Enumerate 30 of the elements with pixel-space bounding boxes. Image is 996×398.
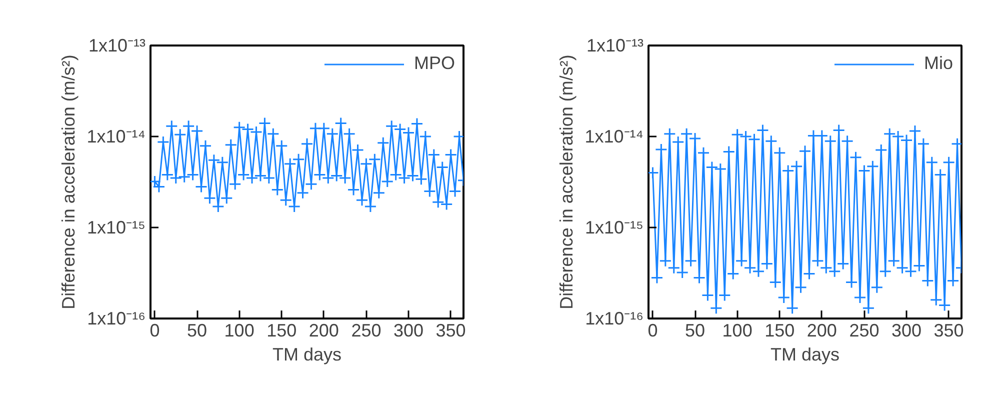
y-tick-label: 1x10⁻¹⁴ (86, 126, 146, 146)
x-tick-label: 300 (393, 320, 424, 340)
x-tick-label: 250 (849, 320, 880, 340)
y-tick-label: 1x10⁻¹⁵ (585, 218, 644, 238)
x-tick-label: 50 (685, 320, 706, 340)
x-tick-label: 150 (764, 320, 795, 340)
x-tick-label: 150 (266, 320, 297, 340)
legend-label: MPO (414, 53, 455, 74)
x-tick-label: 350 (436, 320, 466, 340)
y-tick-label: 1x10⁻¹⁶ (87, 308, 146, 328)
x-tick-label: 250 (351, 320, 382, 340)
x-axis-title: TM days (272, 344, 342, 364)
x-tick-label: 100 (224, 320, 254, 340)
x-tick-label: 350 (934, 320, 964, 340)
legend-label: Mio (924, 53, 953, 74)
y-tick-label: 1x10⁻¹⁵ (87, 218, 146, 238)
y-tick-label: 1x10⁻¹⁶ (585, 308, 644, 328)
x-tick-label: 50 (187, 320, 208, 340)
x-tick-label: 300 (891, 320, 922, 340)
x-tick-label: 200 (806, 320, 837, 340)
x-tick-label: 0 (648, 320, 658, 340)
y-tick-label: 1x10⁻¹³ (88, 36, 146, 56)
y-axis-title: Difference in acceleration (m/s²) (58, 54, 79, 310)
x-tick-label: 100 (722, 320, 752, 340)
x-axis-title: TM days (770, 344, 840, 364)
x-tick-label: 200 (308, 320, 339, 340)
y-axis-title: Difference in acceleration (m/s²) (556, 54, 577, 310)
x-tick-label: 0 (150, 320, 160, 340)
y-tick-label: 1x10⁻¹³ (586, 36, 644, 56)
y-tick-label: 1x10⁻¹⁴ (584, 126, 644, 146)
